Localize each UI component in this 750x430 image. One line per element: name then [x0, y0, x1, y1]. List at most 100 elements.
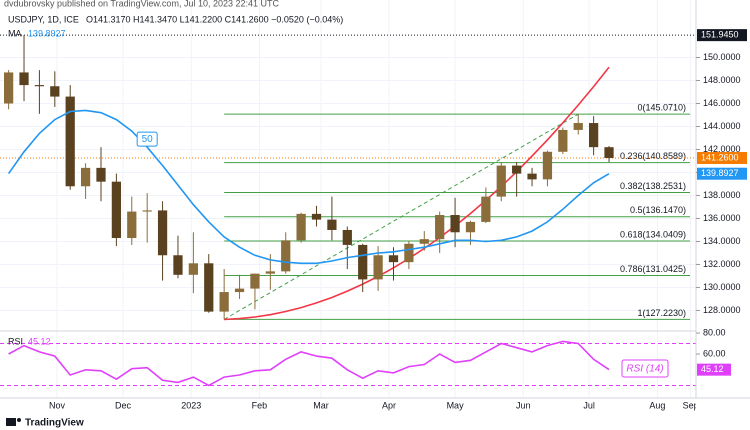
rsi-name: RSI	[8, 336, 23, 346]
x-tick-label: Feb	[252, 400, 268, 410]
y-tick-label: 134.0000	[703, 236, 741, 246]
fib-label: 0.236(140.8589)	[620, 151, 686, 161]
ma-tag-box	[136, 131, 158, 147]
candle-body	[404, 243, 414, 263]
candle-body	[80, 167, 91, 187]
y-tick-label: 148.0000	[703, 75, 741, 85]
candle-body	[542, 151, 553, 180]
y-tick-label: 142.0000	[703, 144, 741, 154]
candle-body	[358, 244, 368, 280]
series-line	[7, 109, 610, 265]
x-tick-label: May	[447, 400, 465, 410]
fib-label: 0.618(134.0409)	[620, 229, 686, 239]
series-line	[224, 66, 610, 321]
y-tick-label: 80.00	[703, 327, 726, 337]
x-tick-label: Mar	[313, 400, 329, 410]
x-tick-label: Nov	[49, 400, 66, 410]
published: dvdubrovsky published on TradingView.com…	[4, 0, 279, 8]
y-tick-label: 144.0000	[703, 121, 741, 131]
fib-trend	[223, 113, 579, 320]
candle-body	[481, 196, 491, 222]
candle-body	[142, 210, 152, 212]
price-label: 139.8927	[701, 168, 739, 178]
x-tick-label: Jul	[583, 400, 595, 410]
candle-body	[65, 96, 75, 187]
x-tick-label: Apr	[382, 400, 396, 410]
fib-label: 0.786(131.0425)	[620, 264, 686, 274]
candle-body	[342, 229, 352, 245]
candle-body	[388, 255, 399, 263]
candle-body	[188, 263, 198, 275]
candle-body	[589, 123, 599, 148]
axis-layer: 128.0000 130.0000 132.0000 134.0000 136.0000…	[696, 29, 747, 376]
candle-body	[465, 221, 476, 233]
candle-body	[527, 173, 537, 180]
x-tick-label: Dec	[115, 400, 132, 410]
price-label-box	[697, 29, 747, 42]
y-tick-label: 130.0000	[703, 282, 741, 292]
y-tick-label: 128.0000	[703, 305, 741, 315]
candle-body	[419, 239, 429, 244]
ma-value: 139.8927	[28, 28, 66, 38]
candle-body	[496, 165, 506, 197]
candle-body	[127, 211, 137, 239]
candle-body	[558, 129, 568, 152]
y-tick-label: 138.0000	[703, 190, 741, 200]
price-axis	[696, 0, 750, 416]
fib-label: 0.5(136.1470)	[630, 205, 686, 215]
candle-body	[327, 219, 337, 230]
candle-body	[512, 165, 522, 174]
y-tick-label: 132.0000	[703, 259, 741, 269]
candle-body	[265, 271, 275, 274]
ma-name: MA	[8, 28, 22, 38]
candle-body	[311, 213, 322, 220]
candle-body	[19, 72, 29, 86]
x-tick-label: Jun	[516, 400, 531, 410]
rsi-tag-box	[621, 359, 669, 378]
candle-body	[34, 85, 45, 87]
price-label-box	[697, 167, 747, 180]
candle-body	[573, 123, 583, 130]
candle-body	[157, 210, 168, 256]
x-tick-label: Sep	[683, 400, 699, 410]
fib-label: 1(127.2230)	[637, 308, 686, 318]
footer-brand: TradingView	[25, 418, 84, 429]
candle-body	[204, 263, 214, 312]
y-tick-label: 136.0000	[703, 213, 741, 223]
rsi-tag: RSI (14)	[626, 364, 663, 375]
x-tick-label: Aug	[649, 400, 665, 410]
series-line	[8, 340, 610, 387]
quote: O141.3170 H141.3470 L141.2200 C141.2600 …	[86, 14, 343, 24]
rsi-label-box	[697, 363, 731, 376]
y-tick-label: 60.00	[703, 348, 726, 358]
candle-body	[281, 240, 291, 272]
x-tick-label: 2023	[181, 400, 201, 410]
candle-body	[4, 72, 14, 104]
fib-label: 0(145.0710)	[637, 103, 686, 113]
rsi-label: 45.12	[701, 364, 724, 374]
candle-body	[450, 215, 460, 233]
price-label: 151.9450	[701, 30, 739, 40]
candle-body	[234, 288, 245, 293]
fib-label: 0.382(138.2531)	[620, 181, 686, 191]
y-tick-label: 150.0000	[703, 52, 741, 62]
candle-body	[173, 255, 183, 275]
candle-body	[604, 147, 614, 158]
logo	[6, 418, 21, 426]
price-label-box	[697, 151, 747, 164]
symbol: USDJPY, 1D, ICE	[8, 14, 79, 24]
candle-body	[296, 213, 306, 241]
y-tick-label: 146.0000	[703, 98, 741, 108]
rsi-value: 45.12	[28, 336, 51, 346]
plot-area: Nov Dec 2023 Feb Mar Apr May Jun Jul Aug Sep 0(145.…	[0, 0, 699, 410]
candle-body	[250, 273, 260, 289]
candle-body	[373, 255, 383, 280]
candle-body	[435, 215, 445, 240]
price-label: 141.2600	[701, 152, 739, 162]
candle-body	[50, 86, 60, 97]
candle-body	[219, 292, 229, 312]
candle-body	[111, 181, 122, 239]
candle-body	[96, 167, 106, 182]
